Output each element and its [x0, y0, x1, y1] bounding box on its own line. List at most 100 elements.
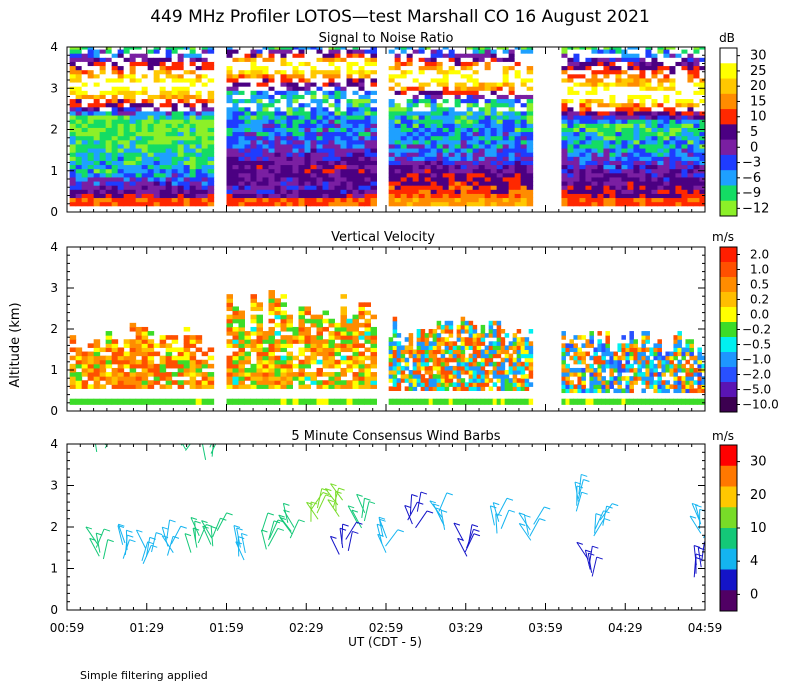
snr-cell [226, 181, 233, 186]
snr-cell [304, 86, 311, 91]
snr-cell [526, 119, 534, 124]
snr-cell [183, 57, 191, 62]
snr-cell [189, 115, 197, 120]
vv-cell [75, 359, 83, 365]
snr-cell [111, 176, 119, 182]
snr-cell [111, 152, 119, 157]
snr-cell [129, 47, 137, 50]
snr-cell [561, 152, 568, 157]
vv-cell [322, 310, 329, 316]
snr-cell [207, 82, 215, 87]
snr-cell [256, 53, 263, 58]
snr-cell [496, 115, 504, 120]
snr-cell [238, 123, 245, 128]
y-tick-label: 0 [50, 205, 58, 219]
snr-cell [675, 127, 682, 133]
snr-cell [597, 106, 604, 112]
vv-cell [420, 365, 426, 371]
snr-cell [147, 176, 155, 182]
snr-cell [436, 119, 444, 124]
snr-cell [472, 176, 480, 182]
snr-cell [633, 143, 640, 149]
snr-cell [75, 148, 83, 153]
vv-cell [171, 335, 179, 340]
snr-cell [135, 156, 143, 161]
snr-cell [406, 131, 414, 137]
snr-cell [597, 172, 604, 178]
vv-cell [105, 363, 113, 369]
snr-cell [520, 61, 528, 67]
snr-cell [159, 148, 167, 153]
snr-cell [117, 49, 125, 54]
snr-cell [520, 86, 528, 91]
snr-cell [639, 172, 646, 178]
snr-cell [244, 143, 251, 149]
snr-cell [328, 53, 335, 58]
snr-cell [406, 185, 414, 190]
snr-cell [358, 115, 365, 120]
snr-cell [358, 156, 365, 161]
snr-cell [256, 90, 263, 95]
snr-cell [681, 119, 688, 124]
snr-cell [496, 201, 504, 207]
snr-cell [651, 185, 658, 190]
snr-cell [93, 201, 101, 207]
vv-cell [420, 361, 426, 367]
snr-cell [693, 164, 700, 170]
snr-cell [615, 193, 622, 199]
vv-cell [440, 329, 446, 334]
vv-cell [256, 398, 263, 405]
snr-cell [418, 65, 426, 71]
vv-cell [280, 355, 287, 361]
snr-cell [675, 164, 682, 170]
snr-cell [322, 176, 329, 182]
snr-cell [484, 123, 492, 128]
snr-cell [226, 106, 233, 112]
snr-cell [406, 49, 414, 54]
snr-cell [627, 94, 634, 100]
snr-cell [340, 61, 347, 67]
vv-cell [129, 376, 137, 381]
snr-cell [262, 152, 269, 157]
vv-cell [268, 376, 275, 381]
snr-cell [195, 143, 203, 149]
vv-cell [117, 363, 125, 369]
snr-cell [591, 176, 598, 182]
snr-cell [262, 73, 269, 79]
snr-cell [75, 49, 83, 54]
snr-cell [400, 127, 408, 133]
colorbar-swatch [720, 109, 737, 125]
snr-cell [286, 106, 293, 112]
snr-cell [430, 115, 438, 120]
snr-cell [388, 172, 396, 178]
snr-cell [201, 148, 209, 153]
vv-cell [141, 331, 149, 336]
snr-cell [597, 193, 604, 199]
snr-cell [663, 123, 670, 128]
snr-cell [484, 61, 492, 67]
snr-cell [183, 148, 191, 153]
vv-cell [456, 382, 462, 387]
snr-cell [412, 49, 420, 54]
vv-cell [346, 339, 353, 344]
snr-cell [639, 69, 646, 75]
snr-cell [340, 160, 347, 166]
snr-cell [268, 164, 275, 170]
vv-cell [105, 359, 113, 365]
snr-cell [183, 49, 191, 54]
snr-cell [195, 82, 203, 87]
snr-cell [346, 143, 353, 149]
snr-cell [651, 47, 658, 50]
snr-cell [244, 77, 251, 83]
snr-cell [675, 77, 682, 83]
snr-cell [93, 102, 101, 108]
vv-cell [105, 347, 113, 353]
vv-cell [392, 353, 398, 359]
snr-cell [364, 189, 371, 194]
snr-cell [639, 201, 646, 207]
snr-cell [418, 164, 426, 170]
snr-cell [663, 189, 670, 194]
vv-cell [141, 326, 149, 332]
snr-cell [615, 176, 622, 182]
snr-cell [238, 86, 245, 91]
